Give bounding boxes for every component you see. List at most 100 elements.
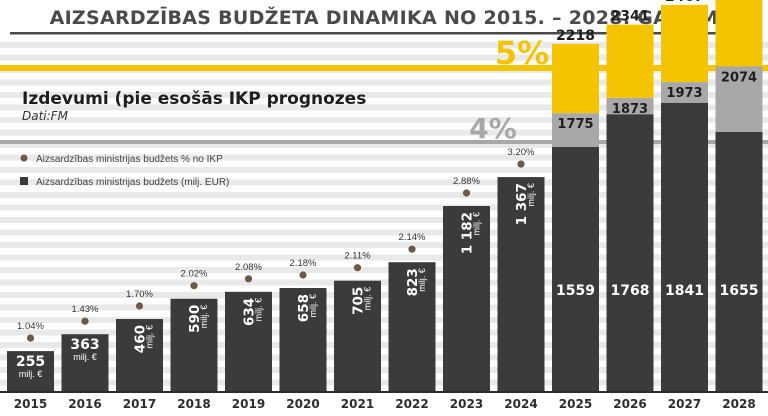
background-stripe [0, 104, 768, 111]
bar-base-segment [606, 114, 654, 392]
bar-four-percent-label: 1775 [557, 117, 593, 132]
bar-four-percent-label: 2074 [721, 70, 757, 85]
pct-gdp-label: 2.88% [453, 176, 480, 187]
bar-unit-label: milj. € [73, 352, 97, 362]
x-tick-label: 2019 [232, 397, 265, 411]
x-axis-line [0, 391, 768, 393]
pct-gdp-dot [517, 160, 525, 168]
x-tick-label: 2018 [177, 397, 210, 411]
background-stripe [0, 304, 768, 311]
background-stripe [0, 217, 768, 223]
pct-gdp-dot [462, 189, 471, 197]
pct-gdp-label: 2.14% [399, 232, 426, 243]
background-stripe [0, 192, 768, 198]
bar-base-segment [61, 334, 109, 391]
bar-base-segment [388, 262, 436, 391]
background-stripe [0, 167, 768, 173]
pct-gdp-dot [244, 275, 253, 283]
bar-value-label: 658 [296, 294, 312, 322]
bar-five-percent-segment [552, 43, 599, 114]
pct-gdp-label: 1.04% [17, 321, 44, 332]
x-tick-label: 2016 [68, 397, 101, 411]
bar-total-label: 2467 [665, 0, 704, 5]
x-tick-label: 2021 [341, 397, 374, 411]
bar-four-percent-segment [661, 82, 708, 103]
five-percent-line [0, 65, 768, 71]
pct-gdp-dot [26, 334, 35, 342]
bar-unit-label: milj. € [363, 287, 373, 311]
bar-base-segment [116, 319, 163, 391]
bar-base-segment [715, 132, 763, 391]
bar-value-label: 1559 [556, 283, 595, 299]
x-tick-label: 2015 [14, 397, 47, 411]
x-tick-label: 2025 [559, 397, 592, 411]
bar-base-segment [443, 206, 490, 391]
background-stripe [0, 54, 768, 61]
legend-budget-label: Aizsardzības ministrijas budžets (milj. … [36, 177, 229, 188]
pct-gdp-dot [81, 317, 89, 325]
pct-gdp-label: 1.43% [72, 304, 99, 315]
x-tick-label: 2024 [504, 397, 537, 411]
bar-unit-label: milj. € [472, 212, 482, 236]
bar-base-segment [225, 291, 272, 391]
x-tick-label: 2026 [613, 397, 646, 411]
background-stripe [0, 117, 768, 123]
background-stripe [0, 317, 768, 323]
bar-unit-label: milj. € [254, 298, 264, 322]
background-stripe [0, 292, 768, 298]
bar-unit-label: milj. € [199, 305, 209, 329]
background-stripe [0, 154, 768, 161]
background-stripe [0, 242, 768, 248]
title-underline [10, 32, 758, 35]
pct-gdp-dot [353, 264, 362, 272]
chart-title: AIZSARDZĪBAS BUDŽETA DINAMIKA NO 2015. –… [50, 6, 719, 29]
bar-base-segment [279, 288, 327, 391]
four-percent-label: 4% [469, 112, 517, 145]
bar-base-segment [497, 177, 545, 391]
pct-gdp-dot [299, 271, 307, 279]
bar-four-percent-label: 1873 [612, 102, 648, 117]
bar-total-label: 2218 [556, 28, 595, 44]
background-stripe [0, 267, 768, 273]
five-percent-label: 5% [495, 34, 549, 72]
bar-five-percent-segment [715, 0, 763, 67]
x-tick-label: 2017 [123, 397, 156, 411]
background-stripe [0, 79, 768, 86]
bar-four-percent-segment [606, 97, 654, 115]
chart-source: Dati:FM [22, 109, 69, 123]
bar-five-percent-segment [661, 4, 708, 83]
pct-gdp-label: 3.20% [508, 147, 535, 158]
pct-gdp-label: 2.08% [235, 262, 262, 273]
background-stripe [0, 42, 768, 48]
pct-gdp-label: 2.02% [181, 269, 208, 280]
background-stripe [0, 179, 768, 186]
background-stripe [0, 204, 768, 211]
bar-four-percent-label: 1973 [666, 86, 702, 101]
legend-budget-swatch [20, 177, 28, 185]
background-stripe [0, 367, 768, 373]
background-stripe [0, 342, 768, 348]
bar-total-label: 2341 [611, 9, 650, 25]
bar-value-label: 1768 [611, 283, 650, 299]
background-stripe [0, 142, 768, 148]
x-tick-label: 2022 [395, 397, 428, 411]
pct-gdp-label: 2.11% [344, 251, 371, 262]
x-tick-label: 2027 [668, 397, 701, 411]
background-stripe [0, 379, 768, 386]
bar-unit-label: milj. € [145, 325, 155, 349]
background-stripe [0, 229, 768, 236]
bar-base-segment [334, 280, 381, 391]
bar-value-label: 1655 [720, 283, 759, 299]
bar-value-label: 590 [187, 305, 203, 333]
background-stripes [0, 42, 768, 386]
pct-gdp-dot [408, 245, 416, 253]
pct-gdp-dot [190, 282, 198, 290]
bar-value-label: 460 [133, 325, 149, 353]
four-percent-line [0, 140, 768, 144]
